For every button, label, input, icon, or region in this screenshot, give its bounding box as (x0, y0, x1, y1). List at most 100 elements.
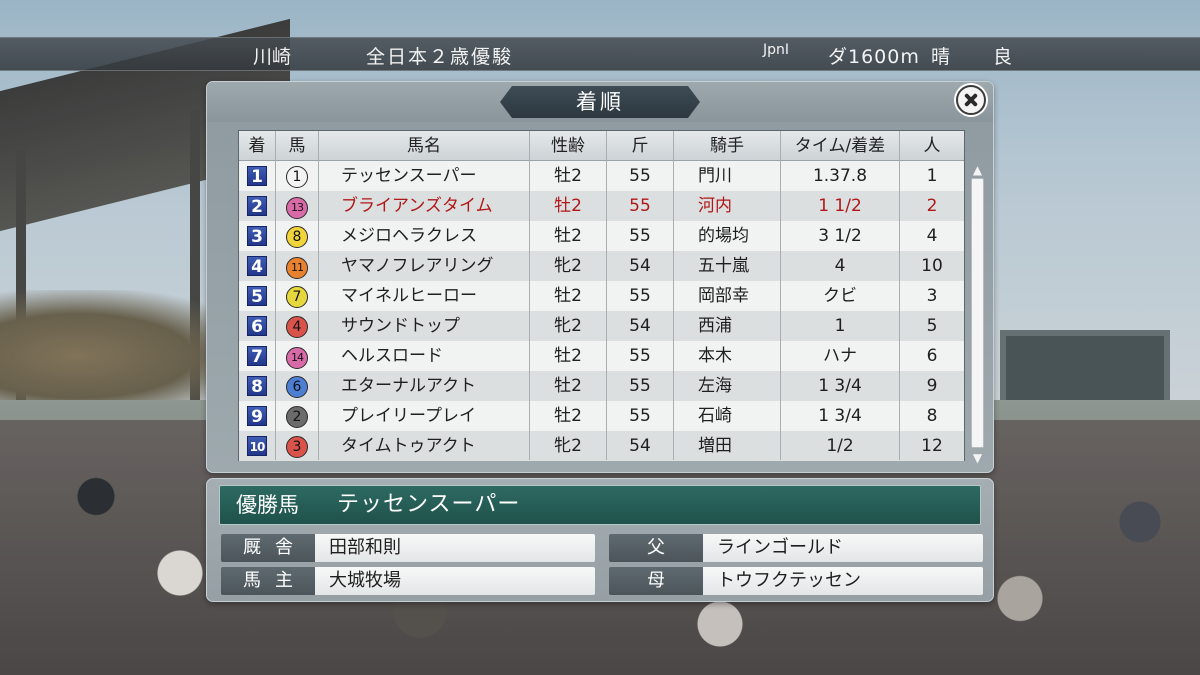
horse-number-badge: 4 (286, 316, 308, 338)
jockey: 左海 (698, 376, 732, 396)
weight: 55 (629, 376, 651, 396)
time-margin: 3 1/2 (818, 226, 862, 246)
owner-row: 馬主 大城牧場 (221, 567, 595, 595)
jockey: 五十嵐 (698, 256, 749, 276)
finish-position: 1 (239, 161, 275, 191)
sex-age: 牡2 (554, 406, 582, 426)
table-row[interactable]: 8 6 エターナルアクト 牡2 55 左海 1 3/4 9 (239, 371, 964, 401)
horse-name: ブライアンズタイム (341, 196, 493, 216)
popularity: 10 (921, 256, 943, 276)
finish-position: 10 (239, 431, 275, 461)
horse-number: 7 (276, 281, 318, 311)
horse-name: エターナルアクト (341, 376, 477, 396)
position-badge: 5 (247, 286, 267, 307)
sex-age: 牝2 (554, 256, 582, 276)
race-weather: 晴 (931, 46, 951, 68)
time-margin: クビ (823, 286, 857, 306)
horse-number: 2 (276, 401, 318, 431)
results-table: 着 馬 馬名 性齢 斤 騎手 タイム/着差 人 1 1 テッセンスーパー 牡2 55 門川… (238, 130, 965, 461)
popularity: 1 (926, 166, 938, 186)
weight: 55 (629, 226, 651, 246)
sire-value: ラインゴールド (703, 534, 983, 562)
position-badge: 2 (247, 196, 267, 217)
horse-name: ヤマノフレアリング (341, 256, 494, 276)
trainer-row: 厩舎 田部和則 (221, 534, 595, 562)
time-margin: 1/2 (826, 436, 854, 456)
horse-name: テッセンスーパー (341, 166, 477, 186)
horse-number-badge: 3 (286, 436, 308, 458)
popularity: 9 (926, 376, 938, 396)
table-row[interactable]: 4 11 ヤマノフレアリング 牝2 54 五十嵐 4 10 (239, 251, 964, 281)
time-margin: 1.37.8 (812, 166, 868, 186)
sire-label: 父 (609, 534, 703, 562)
winner-label: 優勝馬 (236, 493, 299, 517)
weight: 55 (629, 346, 651, 366)
horse-number-badge: 13 (286, 197, 308, 219)
column-header-horse-name: 馬名 (407, 136, 441, 156)
column-header-weight: 斤 (631, 136, 649, 156)
results-scrollbar[interactable]: ▲ ▼ (970, 164, 985, 464)
jockey: 石崎 (698, 406, 732, 426)
grandstand-pillar (190, 110, 200, 410)
jockey: 河内 (698, 196, 732, 216)
table-row[interactable]: 6 4 サウンドトップ 牝2 54 西浦 1 5 (239, 311, 964, 341)
horse-number-badge: 11 (286, 257, 308, 279)
column-header-jockey: 騎手 (710, 136, 744, 156)
horse-number: 11 (276, 251, 318, 281)
popularity: 2 (926, 196, 938, 216)
sex-age: 牝2 (554, 436, 582, 456)
finish-position: 4 (239, 251, 275, 281)
horse-number: 3 (276, 431, 318, 461)
scroll-thumb[interactable] (971, 178, 984, 448)
trainer-label: 厩舎 (221, 534, 315, 562)
finish-position: 2 (239, 191, 275, 221)
horse-number-badge: 2 (286, 406, 308, 428)
weight: 54 (629, 256, 651, 276)
table-row[interactable]: 2 13 ブライアンズタイム 牡2 55 河内 1 1/2 2 (239, 191, 964, 221)
race-info-bar: 川崎 全日本２歳優駿 JpnⅠ ダ1600m 晴 良 (0, 37, 1200, 71)
table-row[interactable]: 7 14 ヘルスロード 牡2 55 本木 ハナ 6 (239, 341, 964, 371)
finish-position: 5 (239, 281, 275, 311)
winner-name: テッセンスーパー (337, 492, 521, 517)
column-header-popularity: 人 (923, 136, 941, 156)
position-badge: 3 (247, 226, 267, 247)
horse-name: ヘルスロード (341, 346, 443, 366)
table-row[interactable]: 5 7 マイネルヒーロー 牡2 55 岡部幸 クビ 3 (239, 281, 964, 311)
jockey: 門川 (698, 166, 732, 186)
horse-number: 8 (276, 221, 318, 251)
table-row[interactable]: 3 8 メジロヘラクレス 牡2 55 的場均 3 1/2 4 (239, 221, 964, 251)
popularity: 4 (926, 226, 938, 246)
popularity: 3 (926, 286, 938, 306)
winner-panel: 優勝馬 テッセンスーパー 厩舎 田部和則 父 ラインゴールド 馬主 大城牧場 母… (206, 478, 994, 602)
sex-age: 牡2 (554, 286, 582, 306)
time-margin: 1 3/4 (818, 406, 862, 426)
grandstand-pillar (16, 150, 26, 410)
scroll-down-icon[interactable]: ▼ (972, 451, 983, 465)
close-icon[interactable] (956, 85, 986, 115)
column-header-sex-age: 性齢 (551, 136, 585, 156)
sex-age: 牡2 (554, 346, 582, 366)
jockey: 増田 (698, 436, 732, 456)
jockey: 岡部幸 (698, 286, 749, 306)
table-row[interactable]: 1 1 テッセンスーパー 牡2 55 門川 1.37.8 1 (239, 161, 964, 191)
time-margin: 1 1/2 (818, 196, 862, 216)
popularity: 8 (926, 406, 938, 426)
finish-position: 9 (239, 401, 275, 431)
position-badge: 9 (247, 406, 267, 427)
time-margin: ハナ (823, 346, 857, 366)
column-header-horse-number: 馬 (288, 136, 306, 156)
popularity: 12 (921, 436, 943, 456)
table-row[interactable]: 10 3 タイムトゥアクト 牝2 54 増田 1/2 12 (239, 431, 964, 461)
horse-name: タイムトゥアクト (341, 436, 476, 456)
horse-name: メジロヘラクレス (341, 226, 477, 246)
horse-name: サウンドトップ (341, 316, 460, 336)
position-badge: 10 (247, 436, 267, 456)
race-grade: JpnⅠ (763, 42, 790, 58)
column-header-pos: 着 (248, 136, 266, 156)
position-badge: 4 (247, 256, 267, 277)
panel-title: 着順 (500, 86, 700, 118)
table-row[interactable]: 9 2 プレイリープレイ 牡2 55 石崎 1 3/4 8 (239, 401, 964, 431)
weight: 55 (629, 406, 651, 426)
scroll-up-icon[interactable]: ▲ (972, 163, 983, 177)
position-badge: 8 (247, 376, 267, 397)
